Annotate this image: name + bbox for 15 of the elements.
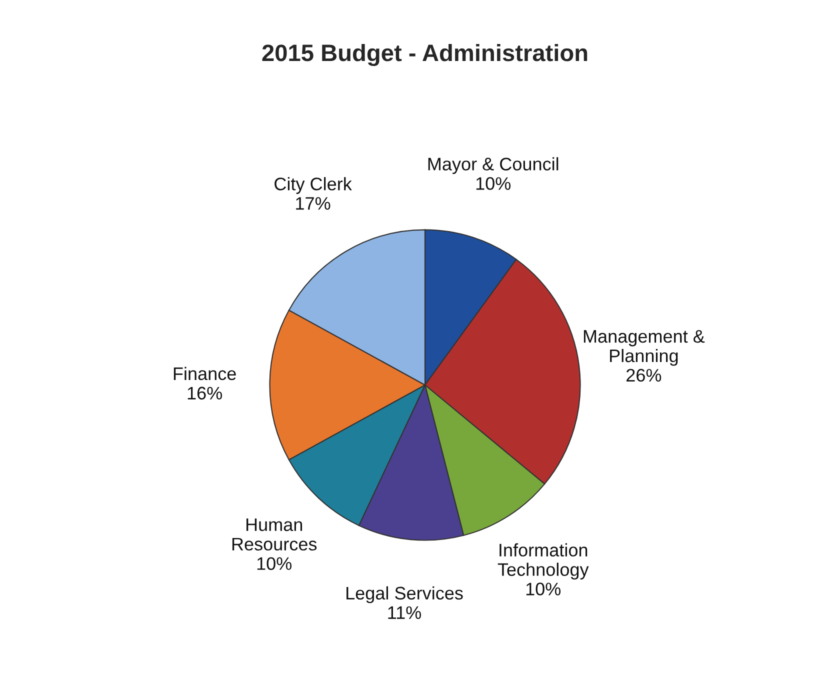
chart-title: 2015 Budget - Administration bbox=[262, 44, 588, 66]
data-label: 26% bbox=[626, 368, 662, 382]
data-label: 10% bbox=[476, 177, 511, 190]
slice-label: City Clerk bbox=[274, 177, 352, 194]
data-label: 10% bbox=[526, 582, 561, 596]
data-label: 11% bbox=[388, 606, 422, 619]
data-label: 10% bbox=[257, 557, 292, 570]
data-label: 16% bbox=[188, 386, 222, 400]
slice-label: Finance bbox=[174, 366, 236, 380]
slice-label: Human Resources bbox=[232, 518, 317, 551]
slice-label: Information Technology bbox=[498, 543, 589, 580]
slice-label: Management & Planning bbox=[584, 330, 705, 366]
data-label: 17% bbox=[296, 197, 330, 210]
slice-label: Legal Services bbox=[346, 586, 463, 604]
slice-label: Mayor & Council bbox=[428, 157, 558, 174]
